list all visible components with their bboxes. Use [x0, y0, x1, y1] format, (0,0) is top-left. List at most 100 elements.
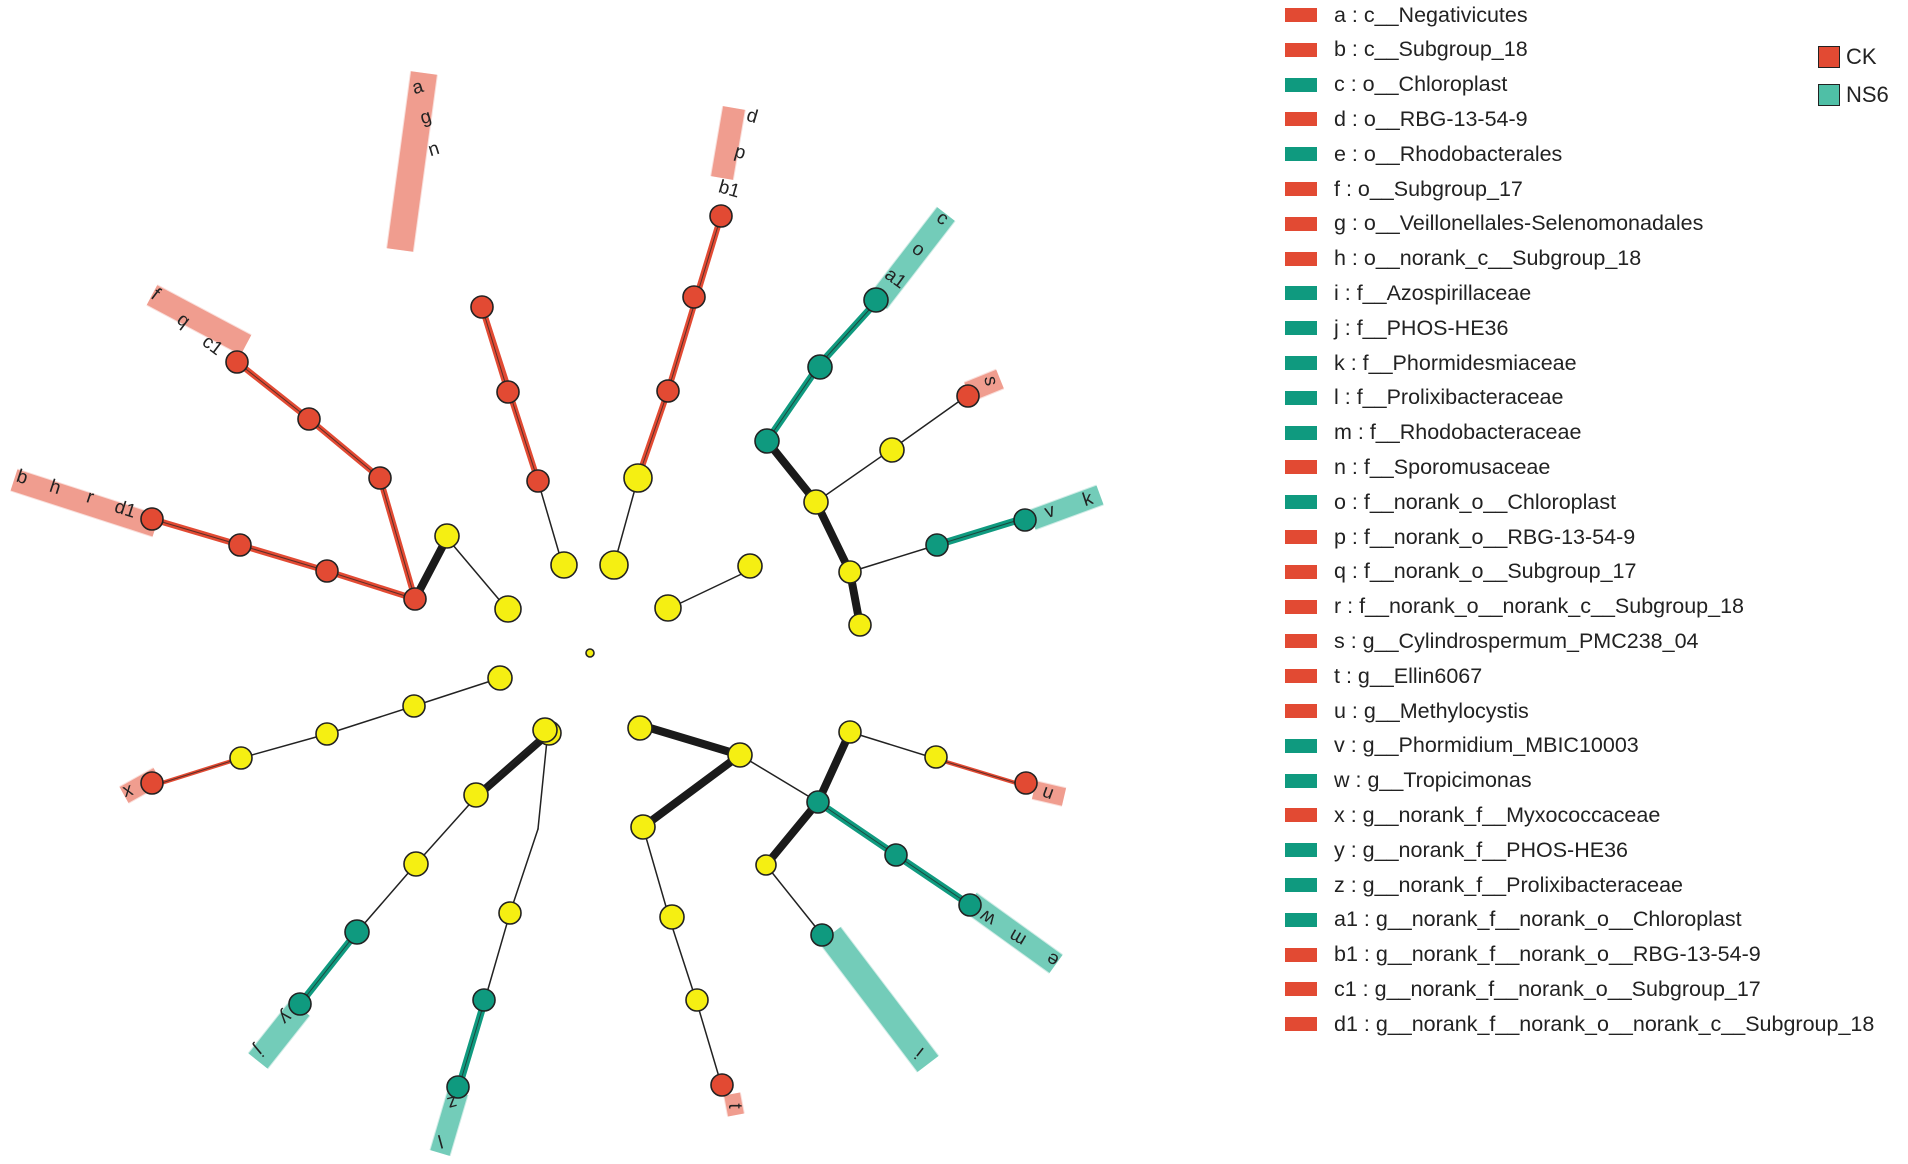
tree-edge	[475, 732, 546, 798]
node-ns6	[1013, 508, 1037, 532]
group-legend-item-ns6: NS6	[1818, 78, 1889, 112]
node-ck	[315, 559, 339, 583]
legend-swatch	[1285, 1017, 1317, 1032]
highlight-band-ck	[711, 106, 745, 180]
legend-swatch	[1285, 599, 1317, 614]
tree-edge	[668, 916, 698, 1004]
legend-swatch	[1285, 251, 1317, 266]
node-ns6	[863, 287, 889, 313]
group-label: NS6	[1846, 82, 1889, 107]
legend-label: h : o__norank_c__Subgroup_18	[1334, 246, 1642, 271]
legend-item-a1: a1 : g__norank_f__norank_o__Chloroplast	[1285, 907, 1742, 933]
tree-edge-outline	[299, 931, 358, 1005]
node-ns6	[806, 790, 830, 814]
node-neutral	[838, 560, 862, 584]
node-neutral	[403, 851, 429, 877]
node-neutral	[487, 665, 513, 691]
tree-edge-outline	[481, 306, 509, 393]
legend-item-g: g : o__Veillonellales-Selenomonadales	[1285, 211, 1703, 237]
legend-swatch	[1285, 564, 1317, 579]
tree-edge	[413, 677, 501, 707]
node-neutral	[498, 901, 522, 925]
tree-edge-outline	[326, 570, 416, 600]
legend-swatch	[1285, 843, 1317, 858]
legend-swatch	[1285, 8, 1317, 22]
node-ck	[496, 380, 520, 404]
tree-edge	[815, 448, 893, 503]
legend-item-q: q : f__norank_o__Subgroup_17	[1285, 559, 1636, 585]
clade-label-l: l	[435, 1130, 445, 1151]
node-neutral	[315, 722, 339, 746]
legend-swatch	[1285, 878, 1317, 892]
legend-swatch	[1285, 947, 1317, 962]
tree-edge-bold	[762, 798, 822, 869]
legend-swatch	[1285, 808, 1317, 823]
legend-label: i : f__Azospirillaceae	[1334, 280, 1532, 305]
tree-edges	[149, 213, 1029, 1094]
legend-swatch	[1285, 321, 1317, 336]
legend-label: g : o__Veillonellales-Selenomonadales	[1334, 211, 1704, 236]
tree-edge	[326, 705, 415, 735]
legend-item-x: x : g__norank_f__Myxococcaceae	[1285, 802, 1660, 828]
node-neutral	[727, 742, 753, 768]
legend-label: d : o__RBG-13-54-9	[1334, 106, 1528, 131]
node-ns6	[925, 533, 949, 557]
tree-edge	[356, 863, 417, 933]
legend-label: f : o__Subgroup_17	[1334, 176, 1523, 201]
legend-item-d1: d1 : g__norank_f__norank_o__norank_c__Su…	[1285, 1011, 1874, 1037]
legend-item-p: p : f__norank_o__RBG-13-54-9	[1285, 524, 1635, 550]
legend-swatch	[1285, 982, 1317, 997]
legend-label: c : o__Chloroplast	[1334, 72, 1508, 97]
legend-label: b : c__Subgroup_18	[1334, 37, 1528, 62]
node-ck	[140, 771, 164, 795]
legend-swatch	[1285, 530, 1317, 544]
node-ns6	[958, 893, 982, 917]
legend-item-s: s : g__Cylindrospermum_PMC238_04	[1285, 628, 1698, 654]
tree-edge-outline	[939, 759, 1027, 787]
node-neutral	[803, 489, 829, 515]
highlight-band-ck	[724, 1092, 744, 1117]
group-swatch	[1818, 84, 1840, 106]
node-ck	[470, 295, 494, 319]
highlight-band-ns6	[869, 207, 955, 309]
tree-edge	[642, 826, 670, 918]
legend-swatch	[1285, 216, 1317, 231]
legend-item-c1: c1 : g__norank_f__norank_o__Subgroup_17	[1285, 976, 1761, 1002]
node-neutral	[838, 720, 862, 744]
node-neutral	[685, 988, 709, 1012]
node-ns6	[807, 354, 833, 380]
legend-item-c: c : o__Chloroplast	[1285, 72, 1507, 98]
legend-label: j : f__PHOS-HE36	[1334, 315, 1509, 340]
tree-edge-outline	[819, 299, 879, 365]
legend-label: q : f__norank_o__Subgroup_17	[1334, 559, 1637, 584]
clade-label-t: t	[724, 1103, 745, 1109]
highlight-band-ns6	[1028, 485, 1104, 530]
node-neutral	[924, 745, 948, 769]
node-neutral	[434, 523, 460, 549]
highlight-band-ck	[146, 285, 252, 355]
clade-label-b1: b1	[716, 177, 742, 203]
legend-label: p : f__norank_o__RBG-13-54-9	[1334, 524, 1636, 549]
tree-edge	[240, 733, 328, 759]
tree-edge	[696, 1002, 723, 1088]
highlight-band-ns6	[248, 1000, 310, 1069]
legend-swatch	[1285, 390, 1317, 405]
tree-edge	[765, 864, 823, 936]
legend-item-e: e : o__Rhodobacterales	[1285, 141, 1562, 167]
legend-label: k : f__Phormidesmiaceae	[1334, 350, 1577, 375]
highlight-band-outline	[10, 468, 160, 538]
legend-label: w : g__Tropicimonas	[1334, 768, 1532, 793]
legend-label: d1 : g__norank_f__norank_o__norank_c__Su…	[1334, 1011, 1875, 1036]
legend-swatch	[1285, 77, 1317, 92]
tree-edge-bold	[639, 751, 744, 831]
legend-item-j: j : f__PHOS-HE36	[1285, 315, 1508, 341]
highlight-band-outline	[386, 71, 438, 252]
legend-item-m: m : f__Rhodobacteraceae	[1285, 420, 1581, 446]
legend-label: t : g__Ellin6067	[1334, 663, 1483, 688]
legend-item-h: h : o__norank_c__Subgroup_18	[1285, 246, 1641, 272]
highlight-band-outline	[1031, 780, 1067, 807]
legend-label: c1 : g__norank_f__norank_o__Subgroup_17	[1334, 976, 1761, 1001]
legend-item-l: l : f__Prolixibacteraceae	[1285, 385, 1563, 411]
node-ns6	[288, 992, 312, 1016]
tree-edge	[483, 912, 511, 1004]
